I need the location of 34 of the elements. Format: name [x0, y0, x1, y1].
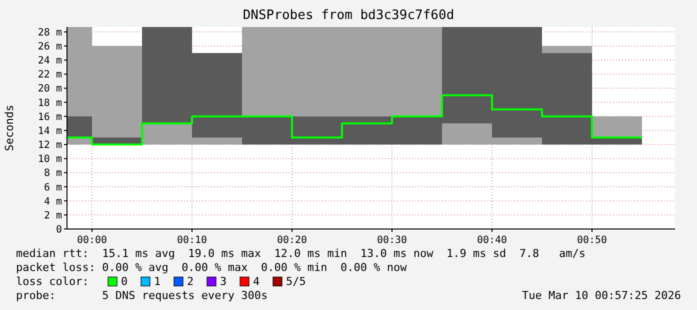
y-axis-title: Seconds: [3, 104, 16, 152]
text: 0: [121, 275, 128, 288]
y-tick-label: 2 m: [44, 210, 62, 222]
text: median rtt: 15.1 ms avg 19.0 ms max 12.0 ms min 13.0 ms now 1.9 ms sd 7.8 am/s: [16, 247, 586, 260]
text: 2: [187, 275, 194, 288]
text: 5/5: [286, 275, 306, 288]
y-tick-label: 10 m: [38, 154, 62, 166]
text: 4: [253, 275, 260, 288]
y-tick-label: 4 m: [44, 196, 62, 208]
y-tick-label: 18 m: [38, 98, 62, 109]
x-tick-label: 00:10: [176, 235, 208, 246]
text: probe: 5 DNS requests every 300s: [16, 289, 268, 302]
x-tick-label: 00:30: [376, 235, 408, 246]
y-tick-label: 14 m: [38, 126, 62, 137]
y-tick-label: 6 m: [44, 182, 62, 194]
y-tick-label: 24 m: [38, 56, 62, 67]
text: 3: [220, 275, 227, 288]
y-tick-label: 28 m: [38, 27, 62, 38]
y-tick-label: 0: [56, 224, 62, 236]
chart-title: DNSProbes from bd3c39c7f60d: [242, 8, 454, 23]
y-tick-label: 26 m: [38, 42, 62, 53]
x-tick-label: 00:50: [576, 235, 608, 246]
x-tick-label: 00:00: [76, 235, 108, 246]
y-tick-label: 20 m: [38, 84, 62, 95]
y-tick-label: 22 m: [38, 70, 62, 81]
x-tick-label: 00:40: [476, 235, 508, 246]
text: Tue Mar 10 00:57:25 2026: [522, 289, 681, 302]
text: 1: [154, 275, 161, 288]
x-tick-label: 00:20: [276, 235, 308, 246]
y-tick-label: 16 m: [38, 112, 62, 123]
text: packet loss: 0.00 % avg 0.00 % max 0.00 % min 0.00 % now: [16, 261, 408, 274]
y-tick-label: 8 m: [44, 168, 62, 180]
text: loss color:: [16, 275, 89, 288]
y-tick-label: 12 m: [38, 140, 62, 152]
